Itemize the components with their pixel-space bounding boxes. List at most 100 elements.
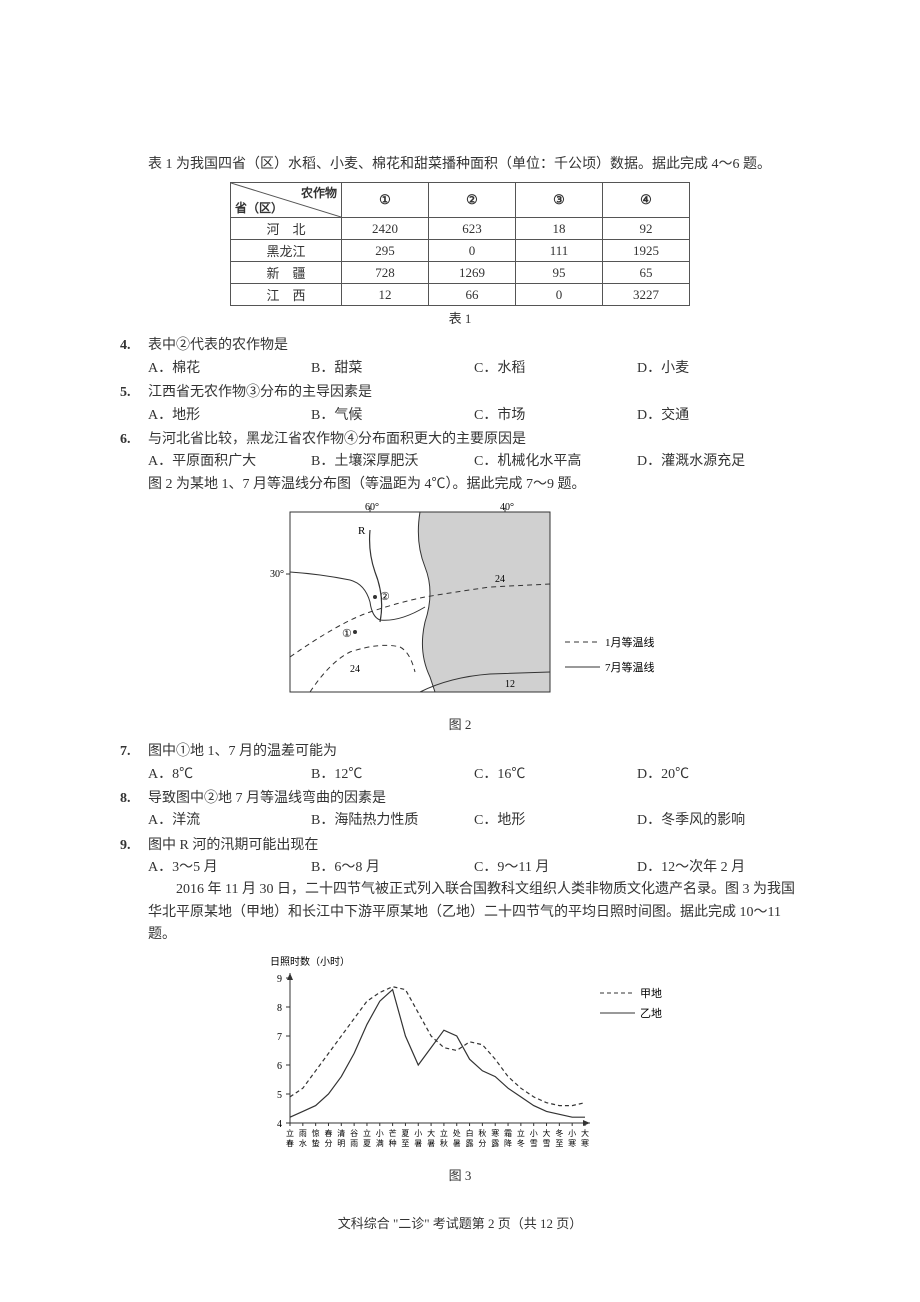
col-header: ④ — [603, 183, 690, 218]
question-6: 6. 与河北省比较，黑龙江省农作物④分布面积更大的主要原因是 A．平原面积广大 … — [120, 429, 800, 496]
svg-text:露: 露 — [466, 1139, 474, 1148]
svg-text:24: 24 — [350, 664, 360, 675]
q6-opt-c: C．机械化水平高 — [474, 451, 637, 473]
svg-text:分: 分 — [478, 1139, 486, 1148]
svg-text:春: 春 — [324, 1128, 332, 1138]
question-8: 8. 导致图中②地 7 月等温线弯曲的因素是 A．洋流 B．海陆热力性质 C．地… — [120, 788, 800, 833]
question-7: 7. 图中①地 1、7 月的温差可能为 A．8℃ B．12℃ C．16℃ D．2… — [120, 741, 800, 786]
col-header: ① — [342, 183, 429, 218]
q5-opt-d: D．交通 — [637, 405, 800, 427]
svg-text:处: 处 — [453, 1128, 461, 1138]
table-caption: 表 1 — [120, 308, 800, 327]
q8-opt-c: C．地形 — [474, 810, 637, 832]
q5-opt-c: C．市场 — [474, 405, 637, 427]
q8-stem: 导致图中②地 7 月等温线弯曲的因素是 — [148, 788, 800, 810]
q9-opt-a: A．3～5 月 — [148, 857, 311, 879]
svg-text:立: 立 — [286, 1128, 294, 1138]
fig3-legend-jia: 甲地 — [640, 987, 662, 1000]
fig3-ylabel: 日照时数（小时） — [270, 955, 350, 968]
q4-opt-a: A．棉花 — [148, 358, 311, 380]
svg-text:秋: 秋 — [478, 1128, 486, 1138]
svg-text:霜: 霜 — [504, 1129, 512, 1138]
fig2-legend-jan: 1月等温线 — [605, 635, 655, 649]
diag-top-label: 农作物 — [301, 184, 337, 201]
svg-text:雪: 雪 — [543, 1139, 551, 1148]
diag-bot-label: 省（区） — [235, 199, 283, 216]
fig3-caption: 图 3 — [120, 1165, 800, 1184]
svg-text:至: 至 — [555, 1139, 563, 1148]
svg-text:4: 4 — [277, 1119, 282, 1130]
question-5: 5. 江西省无农作物③分布的主导因素是 A．地形 B．气候 C．市场 D．交通 — [120, 382, 800, 427]
svg-text:白: 白 — [466, 1128, 474, 1138]
table-row: 黑龙江29501111925 — [231, 240, 690, 262]
svg-text:冬: 冬 — [517, 1138, 525, 1148]
svg-text:12: 12 — [505, 679, 515, 690]
svg-text:夏: 夏 — [363, 1139, 371, 1148]
fig2-legend-jul: 7月等温线 — [605, 660, 655, 674]
svg-text:9: 9 — [277, 974, 282, 985]
q7-opt-b: B．12℃ — [311, 764, 474, 786]
svg-text:7: 7 — [277, 1032, 282, 1043]
svg-text:小: 小 — [530, 1129, 538, 1138]
q4-opt-b: B．甜菜 — [311, 358, 474, 380]
svg-text:立: 立 — [363, 1128, 371, 1138]
svg-text:谷: 谷 — [350, 1129, 358, 1138]
q9-opt-b: B．6～8 月 — [311, 857, 474, 879]
svg-text:分: 分 — [324, 1139, 332, 1148]
svg-text:小: 小 — [376, 1129, 384, 1138]
svg-text:芒: 芒 — [389, 1128, 397, 1138]
svg-text:雨: 雨 — [299, 1129, 307, 1138]
svg-text:5: 5 — [277, 1090, 282, 1101]
q7-stem: 图中①地 1、7 月的温差可能为 — [148, 741, 800, 763]
svg-text:清: 清 — [337, 1128, 345, 1138]
svg-text:寒: 寒 — [581, 1138, 589, 1148]
svg-text:至: 至 — [401, 1139, 409, 1148]
q7-opt-c: C．16℃ — [474, 764, 637, 786]
svg-text:惊: 惊 — [312, 1128, 320, 1138]
q6-stem: 与河北省比较，黑龙江省农作物④分布面积更大的主要原因是 — [148, 429, 800, 451]
exam-page: 表 1 为我国四省（区）水稻、小麦、棉花和甜菜播种面积（单位：千公顷）数据。据此… — [0, 0, 920, 1302]
svg-text:雨: 雨 — [350, 1139, 358, 1148]
svg-text:露: 露 — [491, 1139, 499, 1148]
figure-2: ① ② R 24 24 12 60° 40° 30° 1月等温线 7月等温线 图… — [120, 502, 800, 733]
page-footer: 文科综合 "二诊" 考试题第 2 页（共 12 页） — [0, 1213, 920, 1232]
fig2-river-label: R — [358, 525, 366, 537]
svg-text:满: 满 — [376, 1138, 384, 1148]
q4-opt-d: D．小麦 — [637, 358, 800, 380]
svg-text:大: 大 — [427, 1128, 435, 1138]
fig3-legend-yi: 乙地 — [640, 1007, 662, 1020]
q6-opt-d: D．灌溉水源充足 — [637, 451, 800, 473]
q8-opt-a: A．洋流 — [148, 810, 311, 832]
svg-text:大: 大 — [543, 1128, 551, 1138]
q7-opt-a: A．8℃ — [148, 764, 311, 786]
svg-text:降: 降 — [504, 1138, 512, 1148]
svg-text:春: 春 — [286, 1138, 294, 1148]
svg-text:大: 大 — [581, 1128, 589, 1138]
svg-text:夏: 夏 — [401, 1129, 409, 1138]
q4-opt-c: C．水稻 — [474, 358, 637, 380]
q7-opt-d: D．20℃ — [637, 764, 800, 786]
q9-stem: 图中 R 河的汛期可能出现在 — [148, 835, 800, 857]
svg-text:60°: 60° — [365, 502, 379, 513]
q6-opt-b: B．土壤深厚肥沃 — [311, 451, 474, 473]
q6-opt-a: A．平原面积广大 — [148, 451, 311, 473]
table-row: 新 疆72812699565 — [231, 262, 690, 284]
q8-opt-d: D．冬季风的影响 — [637, 810, 800, 832]
svg-text:立: 立 — [440, 1128, 448, 1138]
svg-text:暑: 暑 — [427, 1139, 435, 1148]
svg-text:明: 明 — [337, 1139, 345, 1148]
svg-text:24: 24 — [495, 574, 505, 585]
svg-text:暑: 暑 — [453, 1139, 461, 1148]
svg-text:水: 水 — [299, 1138, 307, 1148]
table-row: 江 西126603227 — [231, 284, 690, 306]
fig2-marker-2: ② — [380, 591, 390, 603]
fig2-caption: 图 2 — [120, 714, 800, 733]
q9-opt-c: C．9～11 月 — [474, 857, 637, 879]
question-4: 4. 表中②代表的农作物是 A．棉花 B．甜菜 C．水稻 D．小麦 — [120, 335, 800, 380]
svg-text:6: 6 — [277, 1061, 282, 1072]
intro-fig2: 图 2 为某地 1、7 月等温线分布图（等温距为 4℃）。据此完成 7～9 题。 — [148, 474, 800, 496]
fig2-marker-1: ① — [342, 628, 352, 640]
q4-stem: 表中②代表的农作物是 — [148, 335, 800, 357]
svg-text:寒: 寒 — [491, 1128, 499, 1138]
svg-text:30°: 30° — [270, 569, 284, 580]
